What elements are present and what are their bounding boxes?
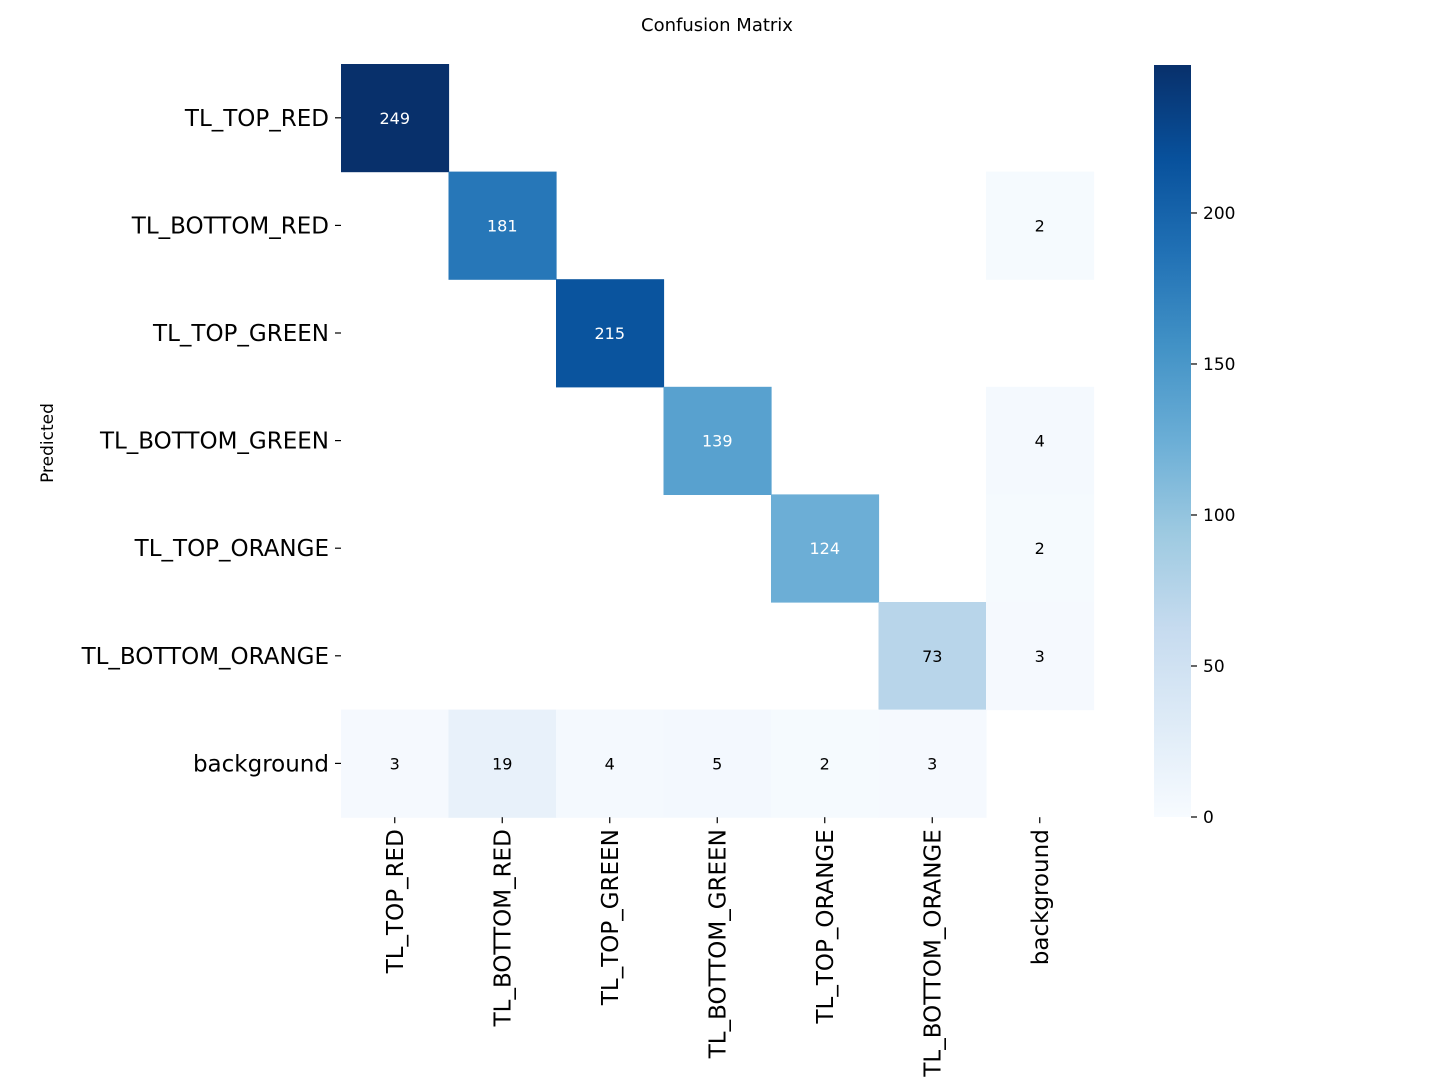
heatmap-cell	[556, 709, 665, 818]
colorbar-tick-label: 100	[1203, 506, 1235, 526]
row-tick-label: TL_BOTTOM_RED	[131, 213, 329, 239]
cell-value-label: 215	[594, 324, 625, 343]
cell-value-label: 2	[1035, 216, 1045, 235]
cell-value-label: 3	[1035, 647, 1045, 666]
row-tick-label: TL_TOP_ORANGE	[134, 536, 329, 562]
heatmap-cell	[878, 709, 987, 818]
heatmap-cell	[986, 602, 1095, 711]
heatmap-cell	[986, 494, 1095, 603]
column-tick-label: background	[1028, 829, 1054, 965]
column-tick-label: TL_BOTTOM_ORANGE	[920, 829, 946, 1077]
row-tick-label: TL_BOTTOM_GREEN	[99, 429, 329, 455]
heatmap-cell	[986, 171, 1095, 280]
heatmap-cell	[771, 494, 880, 603]
cell-value-label: 4	[1035, 432, 1045, 451]
column-tick-label: TL_BOTTOM_RED	[490, 829, 516, 1027]
y-axis-label: Predicted	[38, 403, 58, 483]
heatmap-cell	[448, 171, 557, 280]
colorbar-tick-label: 50	[1203, 657, 1225, 677]
cell-value-label: 5	[712, 754, 722, 773]
cell-value-label: 3	[390, 754, 400, 773]
colorbar-tick-label: 150	[1203, 355, 1235, 375]
heatmap-cell	[771, 709, 880, 818]
colorbar-tick-label: 200	[1203, 204, 1235, 224]
cell-value-label: 124	[809, 539, 840, 558]
chart-title: Confusion Matrix	[641, 15, 793, 36]
cell-value-label: 19	[492, 754, 512, 773]
row-tick-label: TL_TOP_RED	[184, 106, 329, 132]
heatmap-cell	[556, 279, 665, 388]
heatmap-cell	[878, 602, 987, 711]
cell-value-label: 4	[605, 754, 615, 773]
colorbar	[1154, 65, 1191, 817]
row-tick-label: TL_TOP_GREEN	[152, 321, 329, 347]
cell-value-label: 73	[922, 647, 942, 666]
heatmap-cell	[448, 709, 557, 818]
heatmap-cell	[341, 709, 450, 818]
heatmap-cells	[341, 64, 1095, 818]
row-tick-label: TL_BOTTOM_ORANGE	[81, 644, 329, 670]
cell-value-label: 181	[487, 216, 518, 235]
cell-value-label: 139	[702, 432, 733, 451]
row-tick-labels: TL_TOP_RED TL_BOTTOM_RED TL_TOP_GREEN TL_BO…	[81, 106, 341, 777]
column-tick-label: TL_TOP_GREEN	[598, 829, 624, 1006]
column-tick-label: TL_BOTTOM_GREEN	[705, 829, 731, 1059]
cell-value-label: 249	[379, 109, 410, 128]
cell-value-label: 2	[1035, 539, 1045, 558]
column-tick-label: TL_TOP_ORANGE	[813, 829, 839, 1024]
heatmap-cell	[341, 64, 450, 173]
heatmap-cell	[986, 386, 1095, 495]
colorbar-ticks: 0 50 100 150 200	[1191, 204, 1235, 828]
cell-value-label: 3	[927, 754, 937, 773]
column-tick-labels: TL_TOP_RED TL_BOTTOM_RED TL_TOP_GREEN TL_BO…	[383, 817, 1054, 1078]
colorbar-tick-label: 0	[1203, 808, 1214, 828]
heatmap-cell	[663, 709, 772, 818]
heatmap-cell-labels: 249 181 2 215 139 4 124 2 73 3 3 19 4 5 2 3	[379, 109, 1044, 774]
column-tick-label: TL_TOP_RED	[383, 829, 409, 974]
heatmap-cell	[663, 386, 772, 495]
row-tick-label: background	[193, 751, 329, 777]
cell-value-label: 2	[820, 754, 830, 773]
